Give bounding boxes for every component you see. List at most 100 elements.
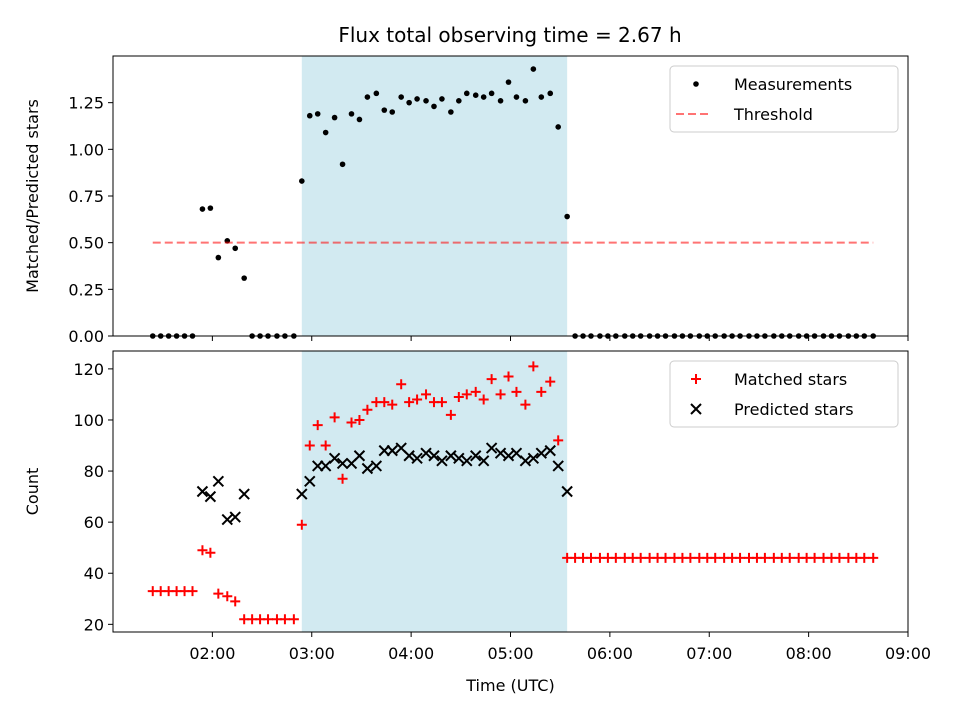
matched-point	[511, 386, 522, 397]
measurement-point	[530, 66, 537, 72]
measurement-point	[381, 107, 388, 113]
measurement-point	[406, 99, 412, 106]
matched-point	[436, 397, 447, 408]
y-tick-label: 40	[84, 564, 104, 583]
matched-point	[445, 409, 456, 420]
y-tick-label: 1.25	[68, 94, 104, 113]
measurement-point	[497, 98, 504, 104]
y-axis-label: Matched/Predicted stars	[23, 99, 42, 293]
matched-point	[520, 399, 531, 410]
predicted-point	[494, 447, 507, 459]
measurement-point	[480, 94, 487, 100]
matched-point	[553, 435, 564, 446]
predicted-point	[328, 452, 341, 464]
x-tick-label: 08:00	[786, 644, 832, 663]
predicted-point	[420, 447, 432, 459]
matched-point	[396, 379, 407, 390]
measurement-point	[513, 94, 520, 100]
predicted-point	[353, 450, 366, 462]
y-tick-label: 0.00	[68, 327, 104, 346]
matched-point	[412, 394, 423, 405]
predicted-point	[304, 475, 316, 487]
y-tick-label: 60	[84, 513, 104, 532]
matched-point	[635, 552, 646, 563]
legend-label: Measurements	[734, 75, 852, 94]
observing-span	[301, 56, 568, 336]
legend-matched-swatch	[691, 374, 701, 384]
predicted-point	[477, 455, 490, 467]
matched-point	[187, 586, 198, 597]
x-tick-label: 04:00	[388, 644, 434, 663]
matched-point	[222, 591, 233, 602]
predicted-point	[535, 447, 548, 459]
matched-point	[470, 386, 481, 397]
measurement-point	[448, 109, 454, 115]
predicted-point	[238, 488, 250, 500]
matched-point	[545, 376, 556, 387]
matched-point	[288, 614, 299, 625]
x-tick-label: 03:00	[289, 644, 335, 663]
measurement-point	[431, 103, 437, 110]
y-tick-label: 80	[84, 462, 104, 481]
measurement-point	[398, 94, 404, 100]
x-tick-label: 06:00	[587, 644, 633, 663]
measurement-point	[456, 98, 462, 104]
series-predicted-stars	[196, 442, 573, 526]
matched-point	[337, 473, 348, 484]
matched-point	[528, 361, 539, 372]
matched-point	[834, 552, 845, 563]
matched-point	[387, 399, 398, 410]
matched-point	[320, 440, 331, 451]
predicted-point	[221, 513, 233, 526]
matched-point	[354, 414, 365, 425]
measurement-point	[564, 213, 570, 220]
x-tick-label: 02:00	[189, 644, 235, 663]
predicted-point	[485, 442, 498, 454]
legend-label: Predicted stars	[734, 400, 854, 419]
x-tick-label: 09:00	[885, 644, 931, 663]
measurement-point	[232, 245, 239, 252]
predicted-point	[544, 444, 556, 457]
predicted-point	[527, 452, 540, 464]
matched-point	[205, 547, 216, 558]
matched-point	[536, 386, 547, 397]
measurement-point	[364, 94, 371, 100]
predicted-point	[502, 450, 515, 462]
predicted-point	[461, 455, 473, 467]
matched-point	[868, 552, 879, 563]
chart-title: Flux total observing time = 2.67 h	[338, 23, 681, 47]
matched-point	[279, 614, 290, 625]
ratio-panel: 0.00 0.25 0.50 0.75 1.00 1.25 Matched/Predicte…	[23, 55, 909, 346]
matched-point	[312, 420, 323, 431]
predicted-point	[361, 462, 374, 475]
matched-point	[263, 614, 274, 625]
y-tick-label: 0.25	[68, 280, 104, 299]
legend: Measurements Threshold	[669, 65, 899, 133]
matched-point	[585, 552, 596, 563]
predicted-point	[296, 488, 308, 500]
predicted-point	[403, 450, 415, 462]
matched-point	[610, 552, 621, 563]
measurement-point	[555, 124, 561, 130]
matched-point	[784, 552, 795, 563]
measurement-point	[423, 98, 429, 104]
matched-point	[486, 374, 497, 385]
observing-span	[301, 351, 568, 632]
predicted-point	[386, 444, 398, 457]
matched-point	[362, 404, 373, 415]
measurement-point	[215, 254, 222, 261]
y-tick-label: 0.75	[68, 187, 104, 206]
series-matched-stars	[147, 361, 879, 625]
legend-predicted-swatch	[690, 403, 702, 415]
measurement-point	[241, 275, 247, 281]
matched-point	[421, 389, 432, 400]
measurement-point	[472, 92, 479, 98]
measurement-point	[488, 90, 495, 97]
x-tick-label: 07:00	[686, 644, 732, 663]
y-tick-label: 1.00	[68, 140, 104, 159]
predicted-point	[453, 452, 465, 464]
x-tick-label: 05:00	[487, 644, 533, 663]
legend-box	[669, 65, 899, 133]
predicted-point	[436, 455, 448, 467]
